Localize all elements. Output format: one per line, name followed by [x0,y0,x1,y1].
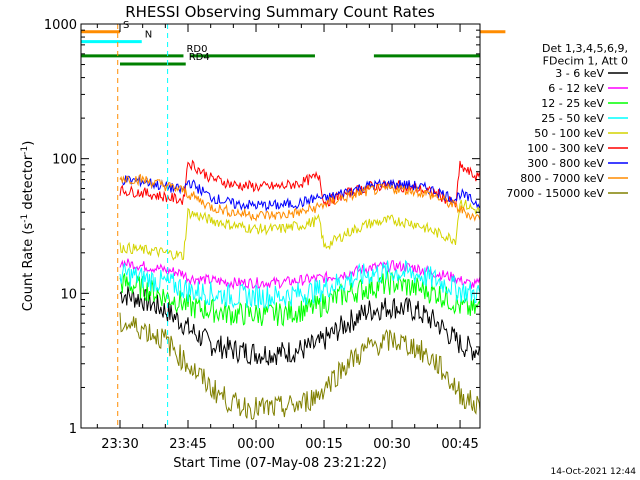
x-tick-label-0: 23:30 [101,437,138,452]
y-tick-label-2: 100 [52,153,77,168]
legend-label-0: 3 - 6 keV [555,67,604,80]
series-line-6 [119,175,480,212]
x-tick-label-5: 00:45 [441,437,478,452]
x-tick-label-3: 00:15 [305,437,342,452]
legend-label-5: 100 - 300 keV [527,142,604,155]
chart-title: RHESSI Observing Summary Count Rates [125,3,435,21]
y-tick-label-1: 10 [60,287,77,302]
legend-label-8: 7000 - 15000 keV [506,187,604,200]
x-tick-label-1: 23:45 [169,437,206,452]
y-label-part-1: Count Rate (s [21,223,36,312]
x-axis-ticks: 23:30 23:45 00:00 00:15 00:30 00:45 [96,24,479,452]
flag-label-2: RD0 [186,44,207,55]
legend-header-0: Det 1,3,4,5,6,9, [542,42,628,55]
legend-label-7: 800 - 7000 keV [520,172,604,185]
y-label-part-3: ) [21,141,36,146]
legend-label-3: 25 - 50 keV [541,112,604,125]
series-line-1 [119,258,480,290]
legend: Det 1,3,4,5,6,9,FDecim 1, Att 03 - 6 keV… [506,42,628,200]
series-line-2 [119,270,480,327]
y-label-sup-2: -1 [20,146,30,155]
series-line-3 [119,259,480,309]
y-axis-ticks: 1 10 100 1000 [44,18,480,437]
series-line-7 [119,173,480,222]
y-tick-label-3: 1000 [44,18,77,33]
legend-label-6: 300 - 800 keV [527,157,604,170]
y-axis-label: Count Rate (s-1 detector-1) [20,141,36,312]
x-axis-label: Start Time (07-May-08 23:21:22) [173,456,387,471]
series-layer [119,159,480,420]
series-line-4 [119,199,480,261]
y-tick-label-0: 1 [69,422,77,437]
series-line-5 [119,159,480,208]
flag-label-3: RD4 [189,52,210,63]
legend-label-2: 12 - 25 keV [541,97,604,110]
series-line-8 [119,312,480,420]
flag-label-0: S [123,20,129,31]
legend-label-4: 50 - 100 keV [534,127,604,140]
y-label-part-2: detector [21,154,36,214]
legend-header-1: FDecim 1, Att 0 [543,55,628,68]
x-tick-label-2: 00:00 [237,437,274,452]
plot-frame [80,23,481,429]
flag-label-1: N [145,30,152,41]
legend-label-1: 6 - 12 keV [548,82,604,95]
y-label-sup-1: -1 [20,214,30,223]
date-stamp: 14-Oct-2021 12:44 [551,467,637,477]
series-line-0 [119,286,480,366]
x-tick-label-4: 00:30 [373,437,410,452]
